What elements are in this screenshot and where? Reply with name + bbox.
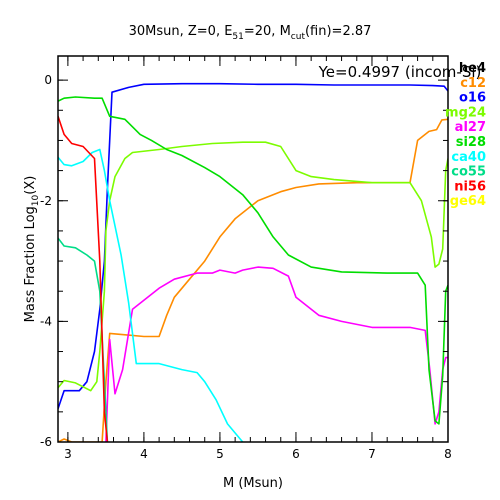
- legend-entry-si28: si28: [456, 135, 486, 150]
- y-tick-label: -2: [40, 194, 52, 208]
- y-tick-label: -6: [40, 435, 52, 449]
- x-tick-label: 5: [216, 447, 224, 461]
- legend-entry-ge64: ge64: [450, 194, 486, 209]
- series-line-o16: [58, 82, 448, 410]
- plot-area: [58, 82, 448, 442]
- x-tick-label: 3: [64, 447, 72, 461]
- x-tick-label: 6: [292, 447, 300, 461]
- x-axis-label: M (Msun): [223, 476, 283, 491]
- series-line-mg24: [58, 141, 448, 392]
- chart-title: 30Msun, Z=0, E51=20, Mcut(fin)=2.87: [129, 24, 372, 42]
- legend-entry-c12: c12: [460, 76, 486, 91]
- series-line-al27: [105, 266, 448, 442]
- legend-entry-he4: he4: [459, 61, 486, 76]
- legend-entry-co55: co55: [451, 165, 486, 180]
- x-tick-label: 7: [368, 447, 376, 461]
- series-line-c12: [58, 118, 448, 442]
- annotation-ye: Ye=0.4997 (incom-Si): [318, 63, 482, 81]
- legend-entry-al27: al27: [455, 120, 486, 135]
- y-axis-label: Mass Fraction Log10(X): [23, 176, 41, 323]
- axis-ticks: 3 4 5 6 7 8 0 -2 -4 -6: [40, 56, 452, 461]
- plot-frame: [57, 55, 449, 443]
- y-tick-label: 0: [44, 73, 52, 87]
- series-line-ni56: [58, 116, 109, 442]
- x-tick-label: 4: [140, 447, 148, 461]
- series-line-ca40: [58, 148, 244, 442]
- legend-entry-ni56: ni56: [454, 179, 486, 194]
- y-tick-label: -4: [40, 314, 52, 328]
- x-tick-label: 8: [444, 447, 452, 461]
- series-line-si28: [58, 96, 448, 425]
- legend-entry-mg24: mg24: [445, 105, 486, 120]
- legend-entry-o16: o16: [459, 91, 486, 106]
- legend-entry-ca40: ca40: [451, 150, 486, 165]
